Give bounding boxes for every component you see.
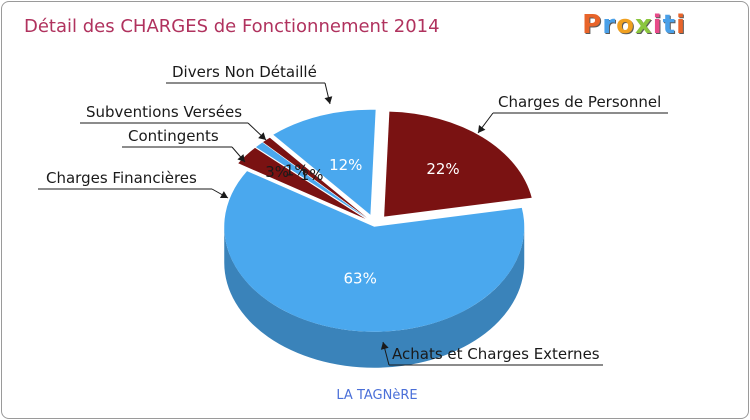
pie-slice-label: Charges de Personnel (498, 93, 661, 111)
pie-callout: Divers Non Détaillé (166, 63, 333, 105)
pie-slice (224, 171, 525, 332)
logo-letter: o (616, 10, 635, 40)
pie-slice-label: Charges Financières (46, 169, 197, 187)
pie-slice (238, 147, 366, 219)
pie-callout: Contingents (122, 127, 246, 163)
pie-slice-percent: 63% (343, 269, 376, 287)
pie-slice-label: Contingents (128, 127, 219, 145)
pie-slice-percent: 1% (300, 166, 324, 184)
pie-slice-side (224, 226, 525, 368)
pie-slice-label: Achats et Charges Externes (392, 345, 600, 363)
logo-letter: t (662, 10, 677, 40)
pie-slice-label: Subventions Versées (86, 103, 242, 121)
commune-name: LA TAGNèRE (336, 388, 418, 403)
pie-callout: Achats et Charges Externes (380, 341, 603, 366)
pie-callout: Charges de Personnel (477, 93, 668, 134)
pie-slice-percent: 22% (426, 160, 459, 178)
pie-slice-percent: 12% (329, 156, 362, 174)
pie-slice (255, 142, 367, 219)
pie-slice-label: Divers Non Détaillé (172, 63, 317, 81)
logo-letter: i (652, 10, 663, 40)
logo-letter: i (676, 10, 686, 40)
pie-callout: Charges Financières (38, 169, 229, 199)
logo-letter: r (602, 10, 617, 40)
logo-letter: x (634, 10, 653, 40)
pie-slice (384, 111, 532, 217)
pie-callout: Subventions Versées (80, 103, 267, 141)
pie-slice-percent: 3% (265, 163, 289, 181)
proxiti-logo: Proxiti (582, 10, 686, 40)
pie-slice (262, 137, 367, 218)
pie-slice (273, 109, 376, 215)
pie-slice-percent: 1% (285, 161, 309, 179)
logo-letter: P (582, 10, 603, 40)
chart-title: Détail des CHARGES de Fonctionnement 201… (24, 16, 440, 37)
